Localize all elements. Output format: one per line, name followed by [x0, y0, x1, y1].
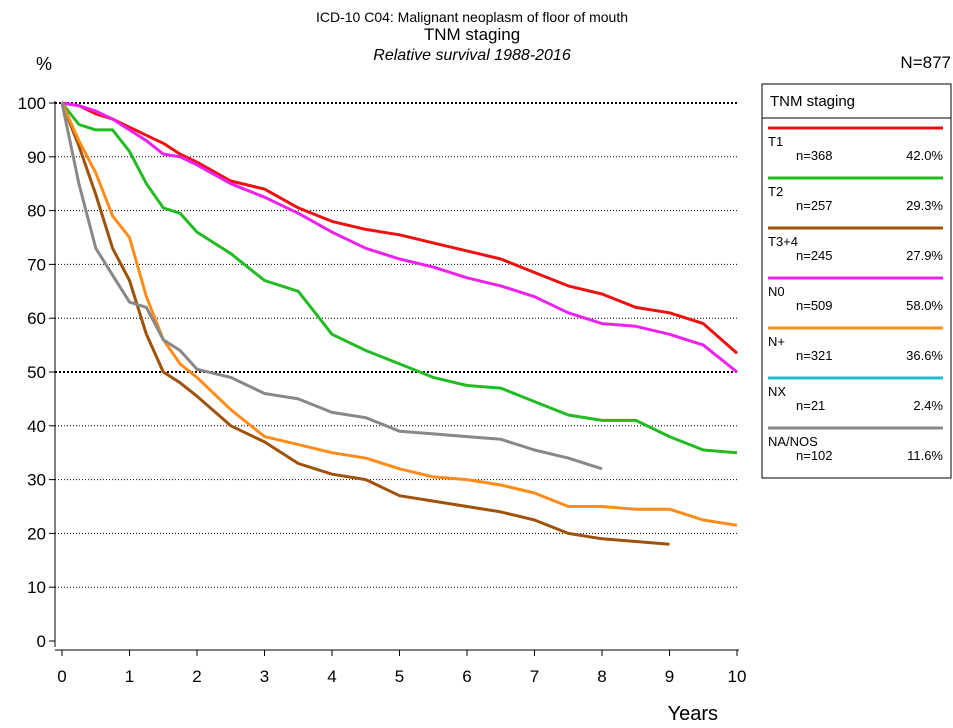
legend-share: 11.6% — [907, 448, 943, 463]
legend-share: 2.4% — [913, 398, 943, 413]
legend-count: n=21 — [796, 398, 825, 413]
y-axis-label: % — [36, 54, 52, 74]
y-tick-label: 80 — [27, 202, 46, 221]
legend-label: N+ — [768, 334, 785, 349]
legend-share: 58.0% — [906, 298, 943, 313]
legend-box — [761, 83, 952, 479]
survival-line — [60, 102, 670, 546]
x-tick-label: 3 — [260, 667, 269, 686]
legend-count: n=257 — [796, 198, 833, 213]
legend-count: n=509 — [796, 298, 833, 313]
legend-label: T3+4 — [768, 234, 798, 249]
x-tick-label: 8 — [597, 667, 606, 686]
y-tick-label: 10 — [27, 578, 46, 597]
x-axis-label: Years — [668, 703, 718, 725]
legend-count: n=321 — [796, 348, 833, 363]
suptitle: ICD-10 C04: Malignant neoplasm of floor … — [316, 9, 628, 25]
chart-title: TNM staging — [424, 25, 520, 44]
x-tick-label: 6 — [462, 667, 471, 686]
survival-line — [60, 102, 738, 455]
legend-label: N0 — [768, 284, 785, 299]
y-tick-label: 70 — [27, 255, 46, 274]
x-tick-label: 5 — [395, 667, 404, 686]
total-label: N=877 — [900, 53, 951, 72]
legend-label: NA/NOS — [768, 434, 818, 449]
y-tick-label: 90 — [27, 148, 46, 167]
x-tick-label: 0 — [57, 667, 66, 686]
survival-line — [61, 101, 738, 355]
legend-label: T1 — [768, 134, 783, 149]
legend-share: 36.6% — [906, 348, 943, 363]
x-tick-label: 7 — [530, 667, 539, 686]
y-tick-label: 0 — [37, 632, 46, 651]
y-tick-label: 50 — [27, 363, 46, 382]
y-tick-label: 30 — [27, 471, 46, 490]
y-tick-label: 100 — [18, 94, 46, 113]
y-tick-label: 20 — [27, 524, 46, 543]
x-tick-label: 4 — [327, 667, 336, 686]
x-tick-label: 2 — [192, 667, 201, 686]
legend-label: T2 — [768, 184, 783, 199]
x-tick-label: 10 — [728, 667, 747, 686]
legend-count: n=368 — [796, 148, 833, 163]
legend-count: n=245 — [796, 248, 833, 263]
survival-line — [60, 102, 603, 471]
survival-line — [60, 102, 738, 527]
survival-line — [61, 101, 738, 374]
legend-share: 42.0% — [906, 148, 943, 163]
y-tick-label: 60 — [27, 309, 46, 328]
legend-count: n=102 — [796, 448, 833, 463]
x-tick-label: 1 — [125, 667, 134, 686]
subtitle: Relative survival 1988-2016 — [373, 47, 571, 64]
legend-title: TNM staging — [770, 93, 855, 110]
x-tick-label: 9 — [665, 667, 674, 686]
legend-share: 29.3% — [906, 198, 943, 213]
legend-share: 27.9% — [906, 248, 943, 263]
legend-label: NX — [768, 384, 786, 399]
y-tick-label: 40 — [27, 417, 46, 436]
